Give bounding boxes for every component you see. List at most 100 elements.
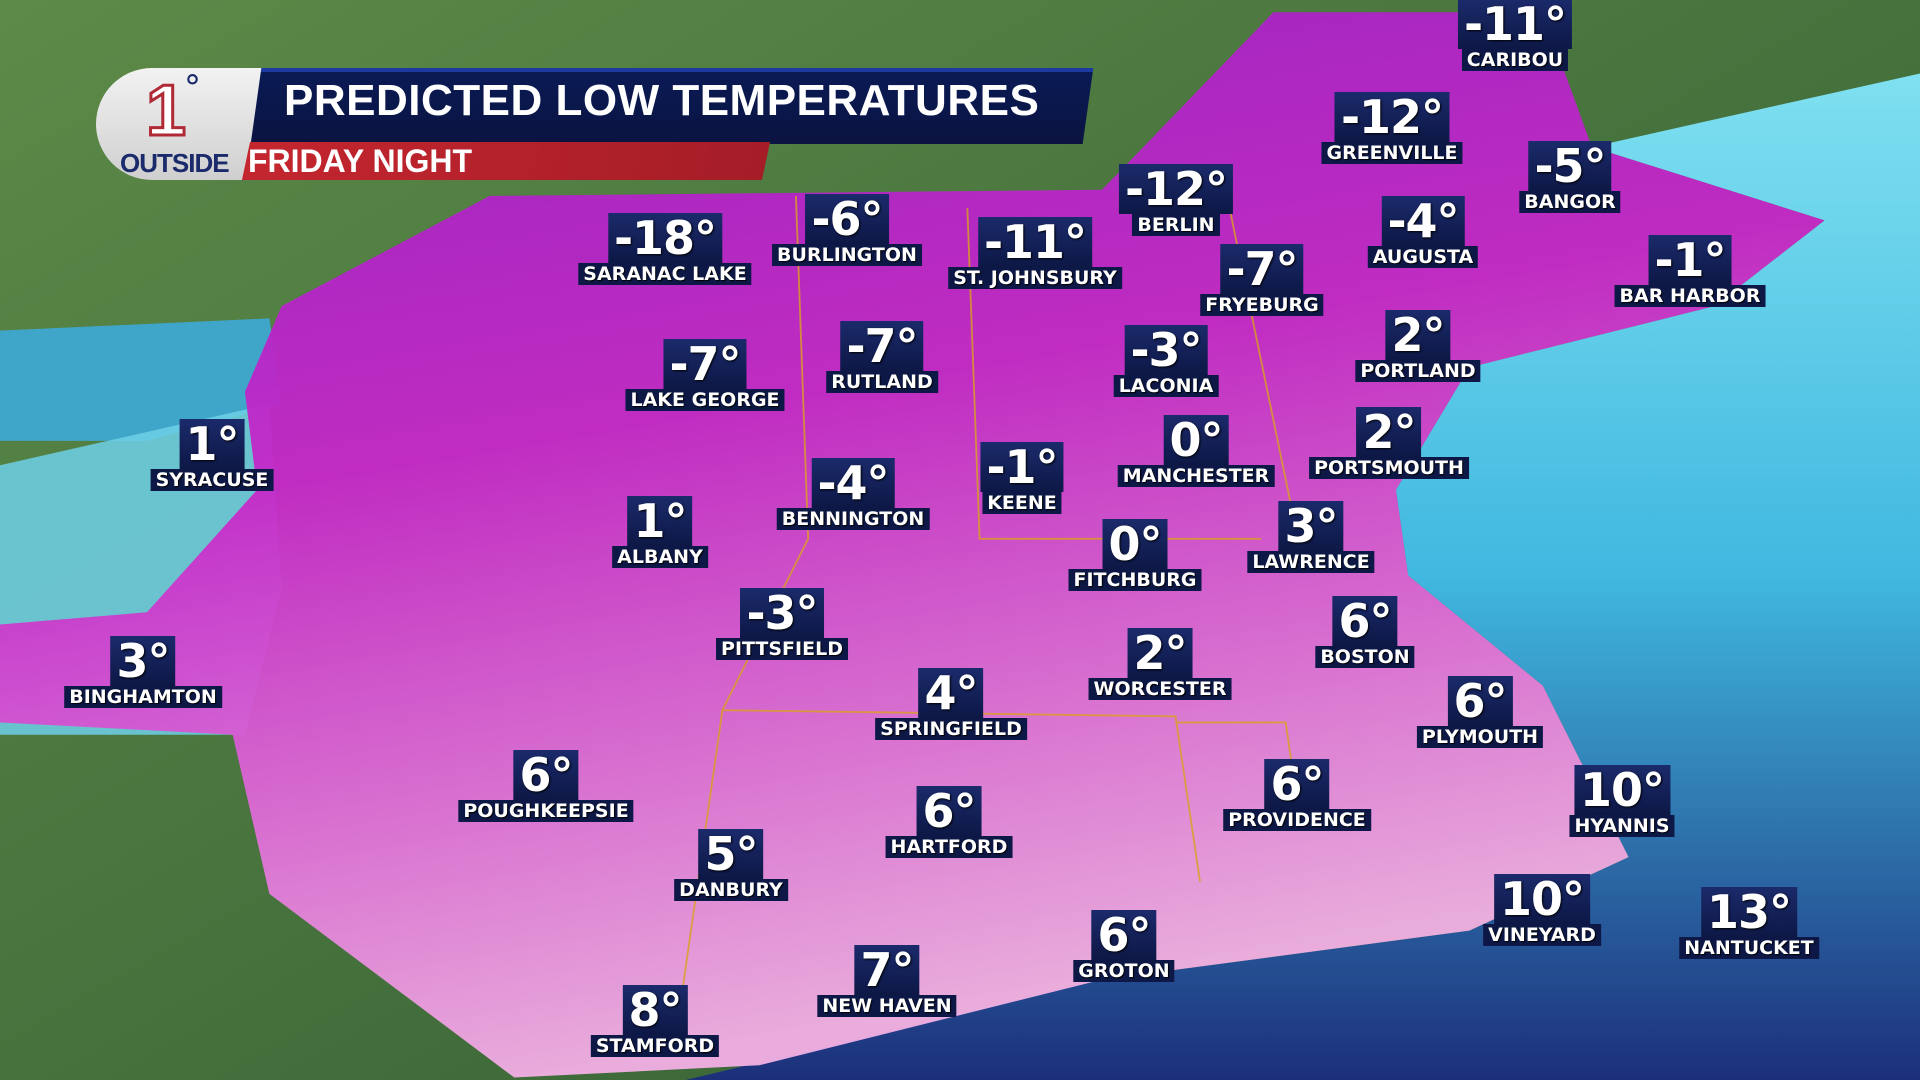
city-label: -12° GREENVILLE bbox=[1321, 92, 1463, 164]
city-name: LACONIA bbox=[1113, 375, 1219, 397]
city-label: -6° BURLINGTON bbox=[772, 194, 922, 266]
city-label: -1° KEENE bbox=[980, 442, 1064, 514]
city-label: 6° HARTFORD bbox=[885, 786, 1013, 858]
city-name: PORTSMOUTH bbox=[1309, 457, 1469, 479]
city-name: HARTFORD bbox=[885, 836, 1013, 858]
page-title: PREDICTED LOW TEMPERATURES bbox=[284, 76, 1040, 125]
city-name: KEENE bbox=[982, 492, 1062, 514]
city-label: 6° PROVIDENCE bbox=[1223, 759, 1371, 831]
city-name: BERLIN bbox=[1132, 214, 1220, 236]
logo-text: OUTSIDE bbox=[120, 148, 230, 178]
city-temperature: 2° bbox=[1385, 310, 1451, 360]
city-name: STAMFORD bbox=[590, 1035, 720, 1057]
city-name: LAWRENCE bbox=[1247, 551, 1375, 573]
city-label: -7° RUTLAND bbox=[826, 321, 938, 393]
city-name: SPRINGFIELD bbox=[875, 718, 1027, 740]
city-label: -11° ST. JOHNSBURY bbox=[948, 217, 1122, 289]
city-temperature: 3° bbox=[1278, 501, 1344, 551]
city-temperature: 6° bbox=[1264, 759, 1330, 809]
city-name: BINGHAMTON bbox=[64, 686, 222, 708]
city-name: CARIBOU bbox=[1461, 49, 1569, 71]
city-temperature: -12° bbox=[1118, 164, 1234, 214]
city-label: -7° FRYEBURG bbox=[1200, 244, 1324, 316]
city-name: NEW HAVEN bbox=[817, 995, 957, 1017]
city-temperature: 10° bbox=[1573, 765, 1671, 815]
city-name: MANCHESTER bbox=[1117, 465, 1275, 487]
city-name: POUGHKEEPSIE bbox=[458, 800, 634, 822]
city-label: 2° PORTLAND bbox=[1355, 310, 1481, 382]
city-temperature: 3° bbox=[110, 636, 176, 686]
city-name: BAR HARBOR bbox=[1614, 285, 1766, 307]
city-name: NANTUCKET bbox=[1679, 937, 1819, 959]
city-name: GREENVILLE bbox=[1321, 142, 1463, 164]
city-temperature: 6° bbox=[916, 786, 982, 836]
city-temperature: -7° bbox=[663, 339, 747, 389]
city-label: 2° PORTSMOUTH bbox=[1309, 407, 1469, 479]
city-temperature: 5° bbox=[698, 829, 764, 879]
city-temperature: 10° bbox=[1493, 874, 1591, 924]
city-temperature: -1° bbox=[980, 442, 1064, 492]
city-label: 1° ALBANY bbox=[612, 496, 708, 568]
city-name: GROTON bbox=[1073, 960, 1175, 982]
city-temperature: 6° bbox=[1332, 596, 1398, 646]
city-temperature: 6° bbox=[1447, 676, 1513, 726]
city-temperature: 2° bbox=[1356, 407, 1422, 457]
city-name: WORCESTER bbox=[1088, 678, 1232, 700]
city-label: 10° HYANNIS bbox=[1569, 765, 1675, 837]
city-temperature: -11° bbox=[977, 217, 1093, 267]
city-temperature: -18° bbox=[607, 213, 723, 263]
city-label: -18° SARANAC LAKE bbox=[578, 213, 752, 285]
city-label: -3° PITTSFIELD bbox=[716, 588, 848, 660]
city-label: 2° WORCESTER bbox=[1088, 628, 1232, 700]
city-name: DANBURY bbox=[674, 879, 788, 901]
city-temperature: -5° bbox=[1528, 141, 1612, 191]
city-label: -11° CARIBOU bbox=[1457, 0, 1573, 71]
city-name: LAKE GEORGE bbox=[625, 389, 785, 411]
lake-ontario bbox=[0, 318, 282, 441]
title-banner: 1 ° OUTSIDE PREDICTED LOW TEMPERATURES F… bbox=[96, 68, 1096, 180]
city-temperature: -1° bbox=[1648, 235, 1732, 285]
city-name: SYRACUSE bbox=[150, 469, 274, 491]
city-label: -12° BERLIN bbox=[1118, 164, 1234, 236]
city-label: 3° LAWRENCE bbox=[1247, 501, 1375, 573]
city-name: BANGOR bbox=[1519, 191, 1621, 213]
city-temperature: -11° bbox=[1457, 0, 1573, 49]
city-label: 0° FITCHBURG bbox=[1068, 519, 1202, 591]
page-subtitle: FRIDAY NIGHT bbox=[248, 143, 473, 179]
city-label: -1° BAR HARBOR bbox=[1614, 235, 1766, 307]
city-name: BENNINGTON bbox=[776, 508, 930, 530]
city-name: PORTLAND bbox=[1355, 360, 1481, 382]
city-temperature: -7° bbox=[1220, 244, 1304, 294]
city-name: RUTLAND bbox=[826, 371, 938, 393]
city-name: SARANAC LAKE bbox=[578, 263, 752, 285]
logo-degree: ° bbox=[184, 68, 201, 108]
city-label: 10° VINEYARD bbox=[1483, 874, 1601, 946]
city-temperature: 1° bbox=[627, 496, 693, 546]
city-temperature: 13° bbox=[1700, 887, 1798, 937]
city-label: -7° LAKE GEORGE bbox=[625, 339, 785, 411]
city-name: AUGUSTA bbox=[1367, 246, 1479, 268]
city-temperature: 6° bbox=[1091, 910, 1157, 960]
city-label: 8° STAMFORD bbox=[590, 985, 720, 1057]
city-name: ALBANY bbox=[612, 546, 708, 568]
city-temperature: 4° bbox=[918, 668, 984, 718]
city-name: BURLINGTON bbox=[772, 244, 922, 266]
city-label: 5° DANBURY bbox=[674, 829, 788, 901]
city-label: 1° SYRACUSE bbox=[150, 419, 274, 491]
city-name: HYANNIS bbox=[1569, 815, 1675, 837]
city-label: -4° BENNINGTON bbox=[776, 458, 930, 530]
city-temperature: 8° bbox=[622, 985, 688, 1035]
city-temperature: 2° bbox=[1127, 628, 1193, 678]
city-temperature: -4° bbox=[1381, 196, 1465, 246]
city-temperature: 6° bbox=[513, 750, 579, 800]
city-temperature: -3° bbox=[740, 588, 824, 638]
station-logo: 1 ° OUTSIDE bbox=[96, 68, 271, 180]
city-name: PITTSFIELD bbox=[716, 638, 848, 660]
city-label: 6° BOSTON bbox=[1315, 596, 1415, 668]
city-temperature: -6° bbox=[805, 194, 889, 244]
city-temperature: -4° bbox=[811, 458, 895, 508]
city-label: -3° LACONIA bbox=[1113, 325, 1219, 397]
city-label: 6° GROTON bbox=[1073, 910, 1175, 982]
city-label: 7° NEW HAVEN bbox=[817, 945, 957, 1017]
city-temperature: -3° bbox=[1124, 325, 1208, 375]
